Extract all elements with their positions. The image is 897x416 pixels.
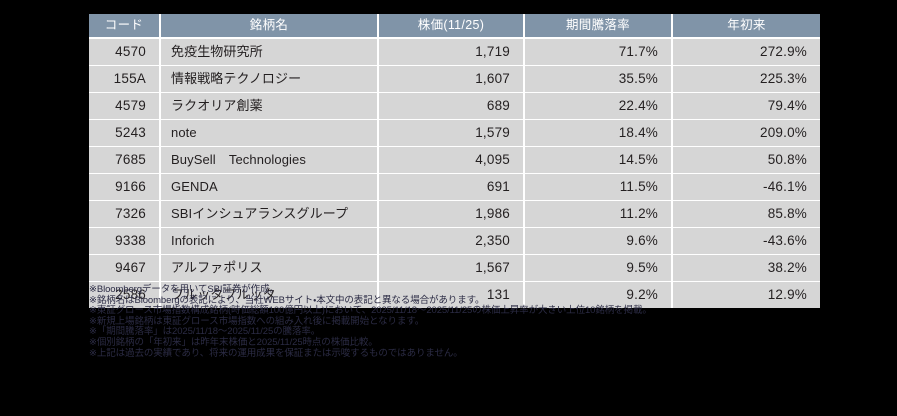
cell-name: 免疫生物研究所 [160,38,379,66]
table-header: コード 銘柄名 株価(11/25) 期間騰落率 年初来 [89,14,820,39]
footnotes: ※Bloombergデータを用いてSBI証券が作成。 ※銘柄名はBloomber… [89,284,879,359]
cell-price: 1,986 [378,200,525,228]
cell-period: 9.5% [524,254,673,282]
cell-ytd: 50.8% [672,146,820,174]
cell-period: 11.5% [524,173,673,201]
cell-code: 9166 [89,173,161,201]
table-row: 4579 ラクオリア創薬 689 22.4% 79.4% [89,92,820,120]
cell-price: 4,095 [378,146,525,174]
cell-code: 4579 [89,92,161,120]
cell-ytd: 272.9% [672,38,820,66]
table-header-row: コード 銘柄名 株価(11/25) 期間騰落率 年初来 [89,14,820,39]
footnote-line: ※個別銘柄の「年初来」は昨年末株価と2025/11/25時点の株価比較。 [89,336,378,348]
table-row: 2586 フルッタフルッタ 131 9.2% 12.9% [89,281,820,308]
footnote-line: ※銘柄名はBloombergの表記により、当社WEBサイト・本文中の表記と異なる… [89,294,485,306]
cell-period: 22.4% [524,92,673,120]
table-row: 4570 免疫生物研究所 1,719 71.7% 272.9% [89,38,820,66]
cell-ytd: 85.8% [672,200,820,228]
cell-price: 1,719 [378,38,525,66]
cell-name: 情報戦略テクノロジー [160,65,379,93]
footnote-line: ※新規上場銘柄は東証グロース市場指数への組み入れ後に掲載開始となります。 [89,315,425,327]
cell-name: note [160,119,379,147]
stock-ranking-table: コード 銘柄名 株価(11/25) 期間騰落率 年初来 4570 免疫生物研究所… [89,14,820,308]
cell-period: 11.2% [524,200,673,228]
cell-name: SBIインシュアランスグループ [160,200,379,228]
cell-ytd: 79.4% [672,92,820,120]
cell-ytd: 209.0% [672,119,820,147]
cell-price: 1,607 [378,65,525,93]
cell-name: アルファポリス [160,254,379,282]
cell-period: 71.7% [524,38,673,66]
cell-ytd: -43.6% [672,227,820,255]
cell-code: 9467 [89,254,161,282]
cell-period: 9.2% [524,281,673,308]
cell-code: 7326 [89,200,161,228]
cell-name: ラクオリア創薬 [160,92,379,120]
cell-name: BuySell Technologies [160,146,379,174]
table-body: 4570 免疫生物研究所 1,719 71.7% 272.9% 155A 情報戦… [89,38,820,308]
column-header-code: コード [89,14,161,39]
cell-code: 4570 [89,38,161,66]
footnote-line: ※上記は過去の実績であり、将来の運用成果を保証または示唆するものではありません。 [89,347,463,359]
footnote-line: ※Bloombergデータを用いてSBI証券が作成。 [89,284,279,295]
table-row: 7685 BuySell Technologies 4,095 14.5% 50… [89,146,820,174]
stock-ranking-table-wrapper: コード 銘柄名 株価(11/25) 期間騰落率 年初来 4570 免疫生物研究所… [89,14,820,308]
table-row: 9166 GENDA 691 11.5% -46.1% [89,173,820,201]
cell-name: フルッタフルッタ [160,281,379,308]
cell-period: 18.4% [524,119,673,147]
cell-ytd: -46.1% [672,173,820,201]
cell-price: 689 [378,92,525,120]
cell-code: 7685 [89,146,161,174]
cell-price: 2,350 [378,227,525,255]
column-header-period: 期間騰落率 [524,14,673,39]
column-header-ytd: 年初来 [672,14,820,39]
cell-code: 2586 [89,281,161,308]
table-row: 155A 情報戦略テクノロジー 1,607 35.5% 225.3% [89,65,820,93]
cell-name: Inforich [160,227,379,255]
cell-ytd: 38.2% [672,254,820,282]
footnote-line: ※東証グロース市場指数構成銘柄(時価総額100億円以上)において、2025/11… [89,305,652,317]
cell-ytd: 12.9% [672,281,820,308]
table-row: 7326 SBIインシュアランスグループ 1,986 11.2% 85.8% [89,200,820,228]
cell-period: 35.5% [524,65,673,93]
column-header-name: 銘柄名 [160,14,379,39]
table-row: 9467 アルファポリス 1,567 9.5% 38.2% [89,254,820,282]
cell-code: 155A [89,65,161,93]
table-row: 9338 Inforich 2,350 9.6% -43.6% [89,227,820,255]
cell-period: 9.6% [524,227,673,255]
cell-code: 5243 [89,119,161,147]
column-header-price: 株価(11/25) [378,14,525,39]
cell-price: 1,579 [378,119,525,147]
cell-price: 1,567 [378,254,525,282]
cell-name: GENDA [160,173,379,201]
cell-price: 131 [378,281,525,308]
cell-ytd: 225.3% [672,65,820,93]
footnote-line: ※「期間騰落率」は2025/11/18～2025/11/25の騰落率。 [89,326,321,338]
cell-period: 14.5% [524,146,673,174]
table-row: 5243 note 1,579 18.4% 209.0% [89,119,820,147]
cell-code: 9338 [89,227,161,255]
cell-price: 691 [378,173,525,201]
